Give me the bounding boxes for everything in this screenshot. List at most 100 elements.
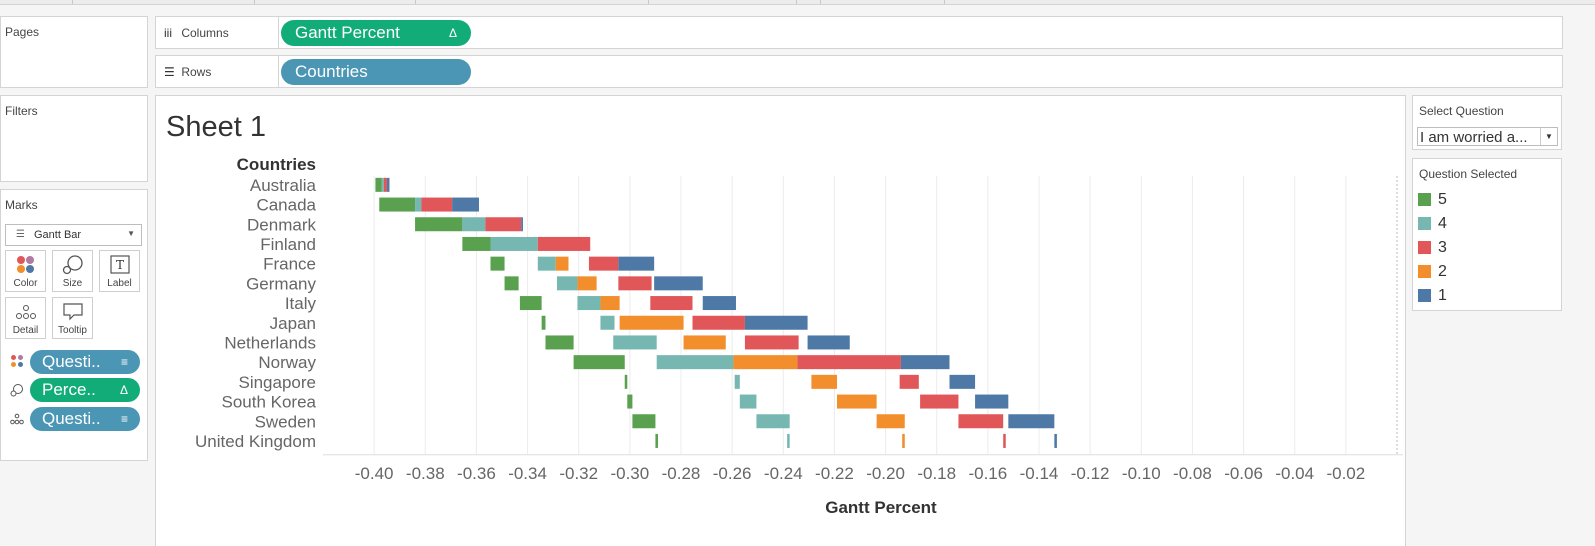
gantt-bar[interactable]	[949, 374, 976, 389]
row-label: Germany	[246, 274, 316, 293]
gantt-bar[interactable]	[379, 197, 416, 212]
color-button[interactable]: Color	[5, 250, 46, 292]
label-button[interactable]: T Label	[99, 250, 140, 292]
gantt-bar[interactable]	[537, 256, 556, 271]
gantt-bar[interactable]	[627, 394, 633, 409]
gantt-bar[interactable]	[462, 217, 486, 232]
gantt-bar[interactable]	[452, 197, 479, 212]
detail-label: Detail	[12, 325, 39, 336]
gantt-bar[interactable]	[756, 414, 790, 429]
gantt-bar[interactable]	[811, 374, 837, 389]
gantt-bar[interactable]	[521, 217, 523, 232]
gantt-bar[interactable]	[807, 335, 850, 350]
gantt-bar[interactable]	[797, 355, 901, 370]
row-label: Canada	[256, 196, 316, 215]
gantt-bar[interactable]	[876, 414, 905, 429]
legend-label: 2	[1438, 263, 1447, 280]
gantt-bar[interactable]	[654, 276, 703, 291]
gantt-bar[interactable]	[899, 374, 919, 389]
gantt-bar[interactable]	[556, 276, 578, 291]
gantt-bar[interactable]	[600, 315, 615, 330]
gantt-bar[interactable]	[462, 236, 491, 251]
gantt-bar[interactable]	[588, 256, 619, 271]
pages-card[interactable]: Pages	[0, 16, 148, 88]
gantt-bar[interactable]	[734, 374, 740, 389]
detail-button[interactable]: Detail	[5, 297, 46, 339]
gantt-bar[interactable]	[702, 296, 736, 311]
gantt-bar[interactable]	[504, 276, 519, 291]
row-label: Japan	[270, 314, 316, 333]
sort-icon: ≡	[120, 355, 128, 369]
size-button[interactable]: Size	[52, 250, 93, 292]
gantt-bar[interactable]	[836, 394, 877, 409]
tooltip-button[interactable]: Tooltip	[52, 297, 93, 339]
row-label: Italy	[285, 294, 317, 313]
gantt-bar[interactable]	[739, 394, 757, 409]
question-select[interactable]: I am worried a... ▼	[1417, 127, 1558, 146]
gantt-bar[interactable]	[1008, 414, 1055, 429]
gantt-bar[interactable]	[600, 296, 620, 311]
gantt-bar[interactable]	[485, 217, 522, 232]
gantt-bar[interactable]	[415, 217, 463, 232]
gantt-bar[interactable]	[787, 433, 790, 448]
gantt-bar[interactable]	[692, 315, 745, 330]
gantt-bar[interactable]	[632, 414, 656, 429]
gantt-bar[interactable]	[902, 433, 905, 448]
gantt-bar[interactable]	[624, 374, 628, 389]
gantt-bar[interactable]	[421, 197, 453, 212]
marks-pill-percent-size[interactable]: Perce.. Δ	[30, 378, 140, 402]
countries-pill[interactable]: Countries	[281, 59, 471, 85]
gantt-bar[interactable]	[619, 315, 684, 330]
tooltip-icon	[63, 303, 83, 321]
gantt-bar[interactable]	[613, 335, 657, 350]
size-icon	[10, 384, 23, 397]
gantt-bar[interactable]	[386, 177, 390, 192]
gantt-bar[interactable]	[1054, 433, 1057, 448]
marks-card: Marks ☰ Gantt Bar ▼ Color Size T Label	[0, 189, 148, 461]
marks-pill-question-color[interactable]: Questi.. ≡	[30, 350, 140, 374]
gantt-bar[interactable]	[577, 296, 601, 311]
gantt-percent-pill[interactable]: Gantt Percent Δ	[281, 20, 471, 46]
gantt-bar[interactable]	[541, 315, 546, 330]
gantt-bar[interactable]	[537, 236, 591, 251]
gantt-bar[interactable]	[650, 296, 693, 311]
gantt-bar[interactable]	[900, 355, 950, 370]
gantt-bar[interactable]	[381, 177, 384, 192]
gantt-bar[interactable]	[519, 296, 542, 311]
gantt-bar[interactable]	[683, 335, 726, 350]
gantt-bar[interactable]	[656, 355, 734, 370]
tooltip-label: Tooltip	[58, 325, 87, 336]
marks-title: Marks	[5, 198, 38, 212]
gantt-bar[interactable]	[618, 256, 655, 271]
color-label: Color	[13, 278, 38, 289]
gantt-bar[interactable]	[1003, 433, 1006, 448]
columns-shelf[interactable]: iii Columns Gantt Percent Δ	[155, 16, 1563, 49]
gantt-bar[interactable]	[375, 177, 382, 192]
gantt-bar[interactable]	[545, 335, 574, 350]
gantt-bar[interactable]	[577, 276, 597, 291]
filters-card[interactable]: Filters	[0, 95, 148, 182]
gantt-bar[interactable]	[744, 335, 799, 350]
gantt-bar[interactable]	[490, 256, 505, 271]
gantt-bar[interactable]	[920, 394, 959, 409]
mark-type-dropdown[interactable]: ☰ Gantt Bar ▼	[5, 224, 142, 246]
gantt-bar[interactable]	[655, 433, 658, 448]
marks-pill-question-detail[interactable]: Questi.. ≡	[30, 407, 140, 431]
gantt-bar[interactable]	[383, 177, 387, 192]
x-tick-label: -0.18	[917, 464, 956, 483]
legend-label: 5	[1438, 191, 1447, 208]
rows-shelf[interactable]: ☰ Rows Countries	[155, 55, 1563, 88]
gantt-bar[interactable]	[573, 355, 625, 370]
gantt-bar[interactable]	[975, 394, 1009, 409]
gantt-bar[interactable]	[415, 197, 422, 212]
gantt-bar[interactable]	[618, 276, 652, 291]
gantt-bar[interactable]	[490, 236, 538, 251]
x-tick-label: -0.20	[866, 464, 905, 483]
row-label: France	[263, 255, 316, 274]
delta-icon: Δ	[119, 383, 128, 397]
gantt-bar[interactable]	[555, 256, 569, 271]
gantt-bar[interactable]	[733, 355, 798, 370]
row-label: South Korea	[221, 393, 316, 412]
gantt-bar[interactable]	[958, 414, 1004, 429]
gantt-bar[interactable]	[744, 315, 808, 330]
